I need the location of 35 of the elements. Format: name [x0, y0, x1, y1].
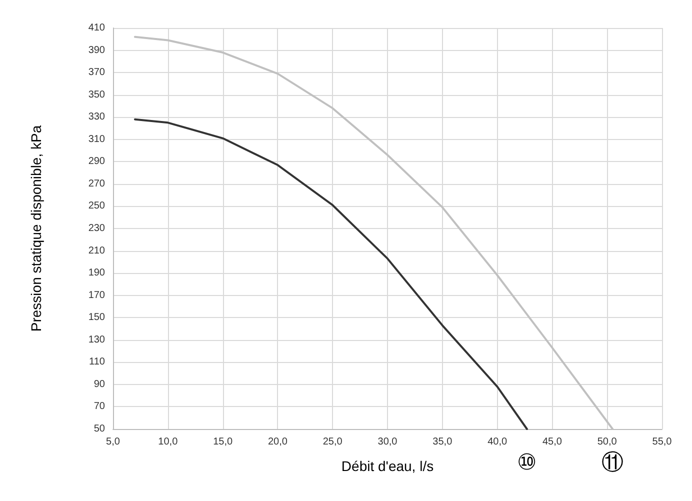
y-tick-label: 150: [88, 312, 106, 324]
x-tick-label: 55,0: [652, 436, 672, 448]
x-tick-label: 15,0: [213, 436, 233, 448]
y-tick-label: 390: [88, 44, 106, 56]
y-tick-label: 210: [88, 245, 106, 256]
y-tick-label: 70: [94, 401, 106, 412]
y-tick-label: 230: [88, 223, 106, 234]
y-tick-label: 110: [89, 356, 106, 368]
y-tick-label: 190: [88, 268, 106, 279]
y-tick-label: 170: [88, 290, 106, 301]
y-tick-label: 290: [88, 156, 106, 168]
y-tick-label: 130: [88, 334, 106, 346]
x-tick-label: 45,0: [542, 436, 562, 448]
y-tick-label: 250: [88, 200, 106, 212]
y-tick-label: 410: [88, 22, 106, 34]
annotation: ⑪: [602, 450, 624, 476]
x-tick-label: 20,0: [268, 436, 288, 448]
x-tick-label: 5,0: [106, 436, 120, 448]
annotation: ⑩: [516, 450, 537, 476]
x-axis-title: Débit d'eau, l/s: [341, 458, 434, 474]
x-tick-label: 30,0: [378, 436, 398, 448]
y-axis-title: Pression statique disponible, kPa: [28, 125, 44, 332]
y-tick-label: 270: [88, 178, 106, 190]
y-tick-label: 350: [88, 89, 106, 100]
x-tick-label: 10,0: [158, 436, 178, 448]
x-tick-label: 25,0: [322, 436, 343, 448]
y-tick-label: 310: [88, 134, 106, 145]
y-tick-label: 90: [94, 378, 106, 390]
x-tick-label: 50,0: [597, 436, 618, 448]
x-tick-label: 35,0: [432, 436, 453, 448]
y-tick-label: 330: [88, 112, 106, 123]
y-tick-label: 50: [94, 424, 106, 434]
line-series: [134, 118, 528, 430]
x-tick-label: 40,0: [488, 436, 508, 448]
y-tick-label: 370: [88, 67, 106, 78]
